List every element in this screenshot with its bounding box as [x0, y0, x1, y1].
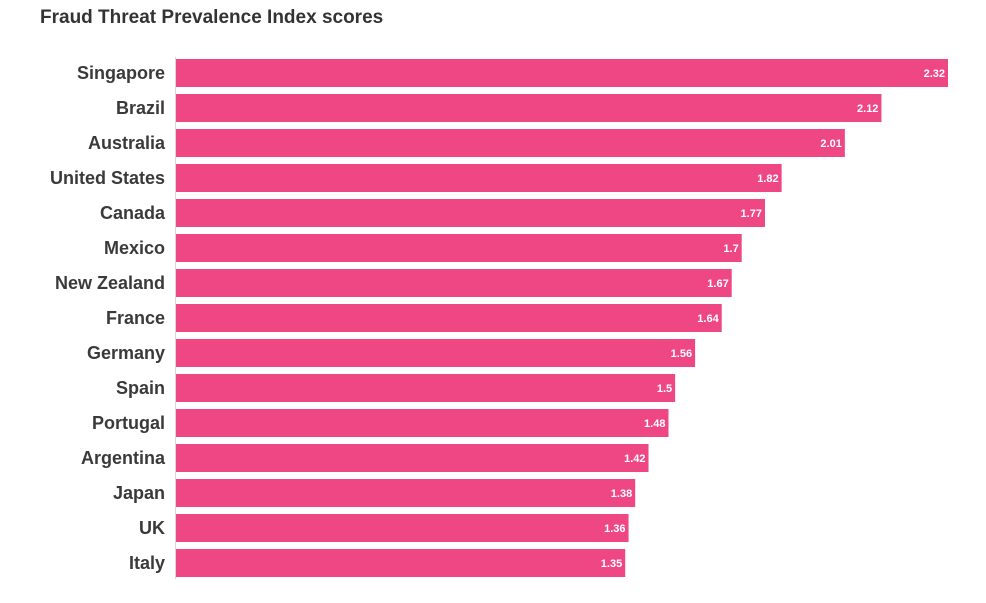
- category-label: Singapore: [77, 63, 165, 83]
- category-label: Mexico: [104, 238, 165, 258]
- bar-mexico: [176, 234, 742, 262]
- bar-new-zealand: [176, 269, 732, 297]
- category-label: Australia: [88, 133, 166, 153]
- bar-singapore: [176, 59, 948, 87]
- value-label: 2.01: [820, 138, 841, 150]
- category-label: UK: [139, 518, 165, 538]
- bar-italy: [176, 549, 626, 577]
- category-label: New Zealand: [55, 273, 165, 293]
- value-label: 1.77: [741, 208, 762, 220]
- bar-france: [176, 304, 722, 332]
- value-label: 2.32: [924, 68, 945, 80]
- value-label: 1.5: [657, 383, 672, 395]
- bar-australia: [176, 129, 845, 157]
- chart-title: Fraud Threat Prevalence Index scores: [40, 7, 384, 28]
- category-label: Spain: [116, 378, 165, 398]
- value-label: 1.56: [671, 348, 692, 360]
- category-label: Germany: [87, 343, 165, 363]
- bar-united-states: [176, 164, 782, 192]
- bar-argentina: [176, 444, 649, 472]
- bar-spain: [176, 374, 676, 402]
- value-label: 1.67: [707, 278, 728, 290]
- value-label: 1.82: [757, 173, 778, 185]
- value-label: 1.38: [611, 488, 632, 500]
- bar-portugal: [176, 409, 669, 437]
- value-label: 1.7: [723, 243, 738, 255]
- category-label: Japan: [113, 483, 165, 503]
- category-label: France: [106, 308, 165, 328]
- category-label: Canada: [100, 203, 166, 223]
- value-label: 1.48: [644, 418, 665, 430]
- bar-uk: [176, 514, 629, 542]
- value-label: 1.36: [604, 523, 625, 535]
- category-label: Italy: [129, 553, 165, 573]
- bar-brazil: [176, 94, 882, 122]
- value-label: 2.12: [857, 103, 878, 115]
- bar-canada: [176, 199, 765, 227]
- category-label: Brazil: [116, 98, 165, 118]
- value-label: 1.35: [601, 558, 622, 570]
- bars-layer: Singapore 2.32 Brazil 2.12 Australia 2.01 Unit…: [50, 59, 948, 577]
- bar-japan: [176, 479, 636, 507]
- category-label: United States: [50, 168, 165, 188]
- category-label: Portugal: [92, 413, 165, 433]
- value-label: 1.64: [697, 313, 719, 325]
- value-label: 1.42: [624, 453, 645, 465]
- category-label: Argentina: [81, 448, 166, 468]
- bar-germany: [176, 339, 696, 367]
